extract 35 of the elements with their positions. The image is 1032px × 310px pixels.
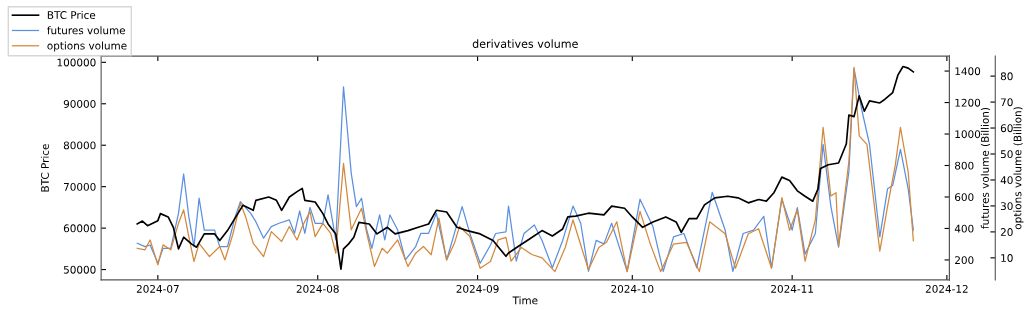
y3-tick-label: 30 [1000,202,1013,211]
y-tick-label: 90000 [63,100,96,108]
y-tick-label: 60000 [63,224,96,233]
y2-tick-label: 1400 [955,67,981,76]
y3-tick-label: 70 [1000,98,1013,107]
chart-title: derivatives volume [472,39,578,48]
legend-label: futures volume [47,26,126,35]
y2-axis-title: futures volume (Billion) [980,107,991,229]
y3-tick-label: 40 [1000,176,1013,185]
y2-tick-label: 1000 [955,130,981,139]
y2-tick-label: 600 [955,193,974,202]
y2-tick-label: 800 [955,161,974,170]
legend-label: BTC Price [47,10,96,19]
y2-tick-label: 400 [954,224,974,233]
y2-tick-label: 1200 [955,98,981,107]
x-tick-label: 2024-10 [611,284,654,293]
y3-tick-label: 80 [1000,72,1013,81]
x-tick-label: 2024-07 [136,284,179,293]
x-tick-label: 2024-12 [925,284,968,293]
y-tick-label: 70000 [63,182,96,191]
x-tick-label: 2024-11 [771,284,813,293]
y3-tick-label: 10 [1001,254,1013,262]
y3-tick-label: 20 [1000,228,1013,236]
legend-label: options volume [47,41,127,52]
y-axis-title: BTC Price [40,144,49,192]
y-tick-label: 50000 [63,265,96,274]
y-tick-label: 100000 [57,58,96,67]
x-axis-title: Time [512,296,538,305]
x-tick-label: 2024-08 [296,284,339,293]
y3-axis-title: options volume (Billion) [1013,107,1024,230]
y2-tick-label: 200 [955,256,974,265]
y-tick-label: 80000 [63,141,96,150]
y3-tick-label: 50 [1000,150,1013,159]
y3-tick-label: 60 [1000,124,1013,133]
x-tick-label: 2024-09 [456,284,499,293]
